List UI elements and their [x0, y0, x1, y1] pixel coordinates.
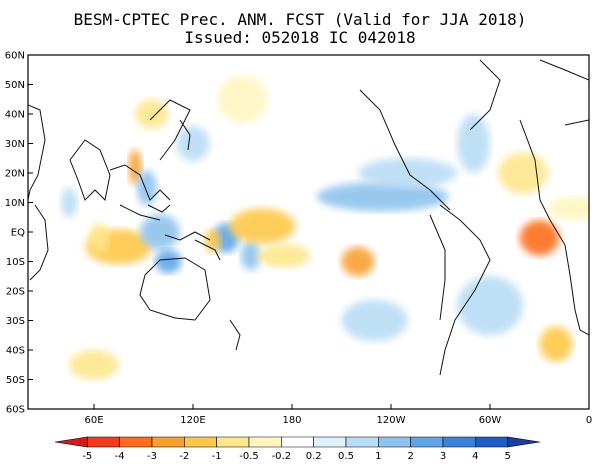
colorbar-segment — [151, 436, 185, 448]
anomaly-blob — [498, 152, 548, 194]
colorbar-tick-label: 4 — [472, 451, 478, 462]
lat-label: 30S — [6, 316, 25, 327]
latitude-labels: 60N 50N 40N 30N 20N 10N EQ 10S 20S 30S 40S 50S 60S — [5, 51, 25, 416]
colorbar-segment — [507, 436, 541, 448]
lon-label: 60E — [84, 415, 103, 426]
colorbar-segment — [216, 436, 250, 448]
coastlines — [28, 59, 589, 376]
lon-label: 120W — [377, 415, 406, 426]
lat-label: 20N — [5, 169, 25, 180]
anomaly-blob — [539, 326, 573, 362]
colorbar-tick-label: -4 — [115, 451, 125, 462]
colorbar-segment — [248, 436, 282, 448]
lat-label: EQ — [11, 228, 25, 239]
anomaly-blob — [69, 350, 119, 380]
colorbar-tick-label: -3 — [147, 451, 157, 462]
anomaly-blob — [457, 276, 523, 336]
anomaly-blob — [358, 158, 457, 188]
anomaly-blob — [257, 243, 311, 268]
colorbar-segment — [184, 436, 217, 448]
anomaly-blob — [457, 114, 490, 173]
lat-label: 10N — [5, 198, 25, 209]
colorbar-tick-label: -0.2 — [272, 451, 292, 462]
colorbar-segment — [442, 436, 476, 448]
lon-label: 180 — [282, 415, 301, 426]
colorbar-labels: -5 -4 -3 -2 -1 -0.5 -0.2 0.2 0.5 1 2 3 4 5 — [82, 451, 511, 462]
lat-label: 40N — [5, 110, 25, 121]
colorbar-segment — [378, 436, 411, 448]
colorbar-segment — [119, 436, 153, 448]
colorbar-tick-label: -2 — [179, 451, 189, 462]
colorbar-segment — [54, 436, 88, 448]
lon-label: 60W — [479, 415, 502, 426]
anomaly-blob — [547, 196, 589, 221]
anomaly-blob — [341, 246, 375, 277]
anomaly-blob — [155, 249, 182, 274]
colorbar — [54, 436, 541, 448]
colorbar-tick-label: -1 — [212, 451, 222, 462]
title-line-2: Issued: 052018 IC 042018 — [184, 28, 416, 47]
anomaly-blob — [341, 299, 408, 342]
anomaly-blob — [519, 220, 560, 256]
axis-ticks — [28, 54, 590, 410]
colorbar-tick-label: 2 — [407, 451, 413, 462]
lon-label: 0 — [586, 415, 592, 426]
anomaly-blob — [176, 125, 210, 162]
colorbar-segment — [313, 436, 347, 448]
anomaly-blob — [89, 223, 109, 253]
colorbar-segment — [345, 436, 379, 448]
lat-label: 20S — [6, 287, 25, 298]
anomaly-blob — [135, 99, 169, 129]
anomaly-blob — [128, 149, 142, 185]
anomaly-blob — [140, 214, 180, 250]
lat-label: 10S — [6, 257, 25, 268]
colorbar-tick-label: 5 — [504, 451, 510, 462]
anomaly-blob — [61, 187, 78, 218]
lat-label: 50S — [6, 375, 25, 386]
colorbar-tick-label: -0.5 — [239, 451, 259, 462]
lat-label: 60N — [5, 51, 25, 62]
lat-label: 40S — [6, 346, 25, 357]
colorbar-tick-label: 1 — [375, 451, 381, 462]
anomaly-blob — [229, 208, 296, 244]
colorbar-tick-label: 3 — [440, 451, 446, 462]
colorbar-segment — [410, 436, 444, 448]
lat-label: 60S — [6, 405, 25, 416]
lat-label: 30N — [5, 139, 25, 150]
anomaly-blob — [217, 75, 268, 123]
title-line-1: BESM-CPTEC Prec. ANM. FCST (Valid for JJ… — [73, 10, 527, 29]
anomaly-field — [61, 75, 589, 380]
colorbar-tick-label: 0.5 — [338, 451, 354, 462]
lat-label: 50N — [5, 80, 25, 91]
longitude-labels: 60E 120E 180 120W 60W 0 — [84, 415, 592, 426]
anomaly-blob — [316, 181, 449, 212]
colorbar-tick-label: -5 — [82, 451, 92, 462]
colorbar-segment — [475, 436, 508, 448]
lon-label: 120E — [180, 415, 205, 426]
colorbar-segment — [281, 436, 314, 448]
colorbar-tick-label: 0.2 — [306, 451, 322, 462]
anomaly-blob — [240, 240, 261, 271]
colorbar-segment — [87, 436, 120, 448]
